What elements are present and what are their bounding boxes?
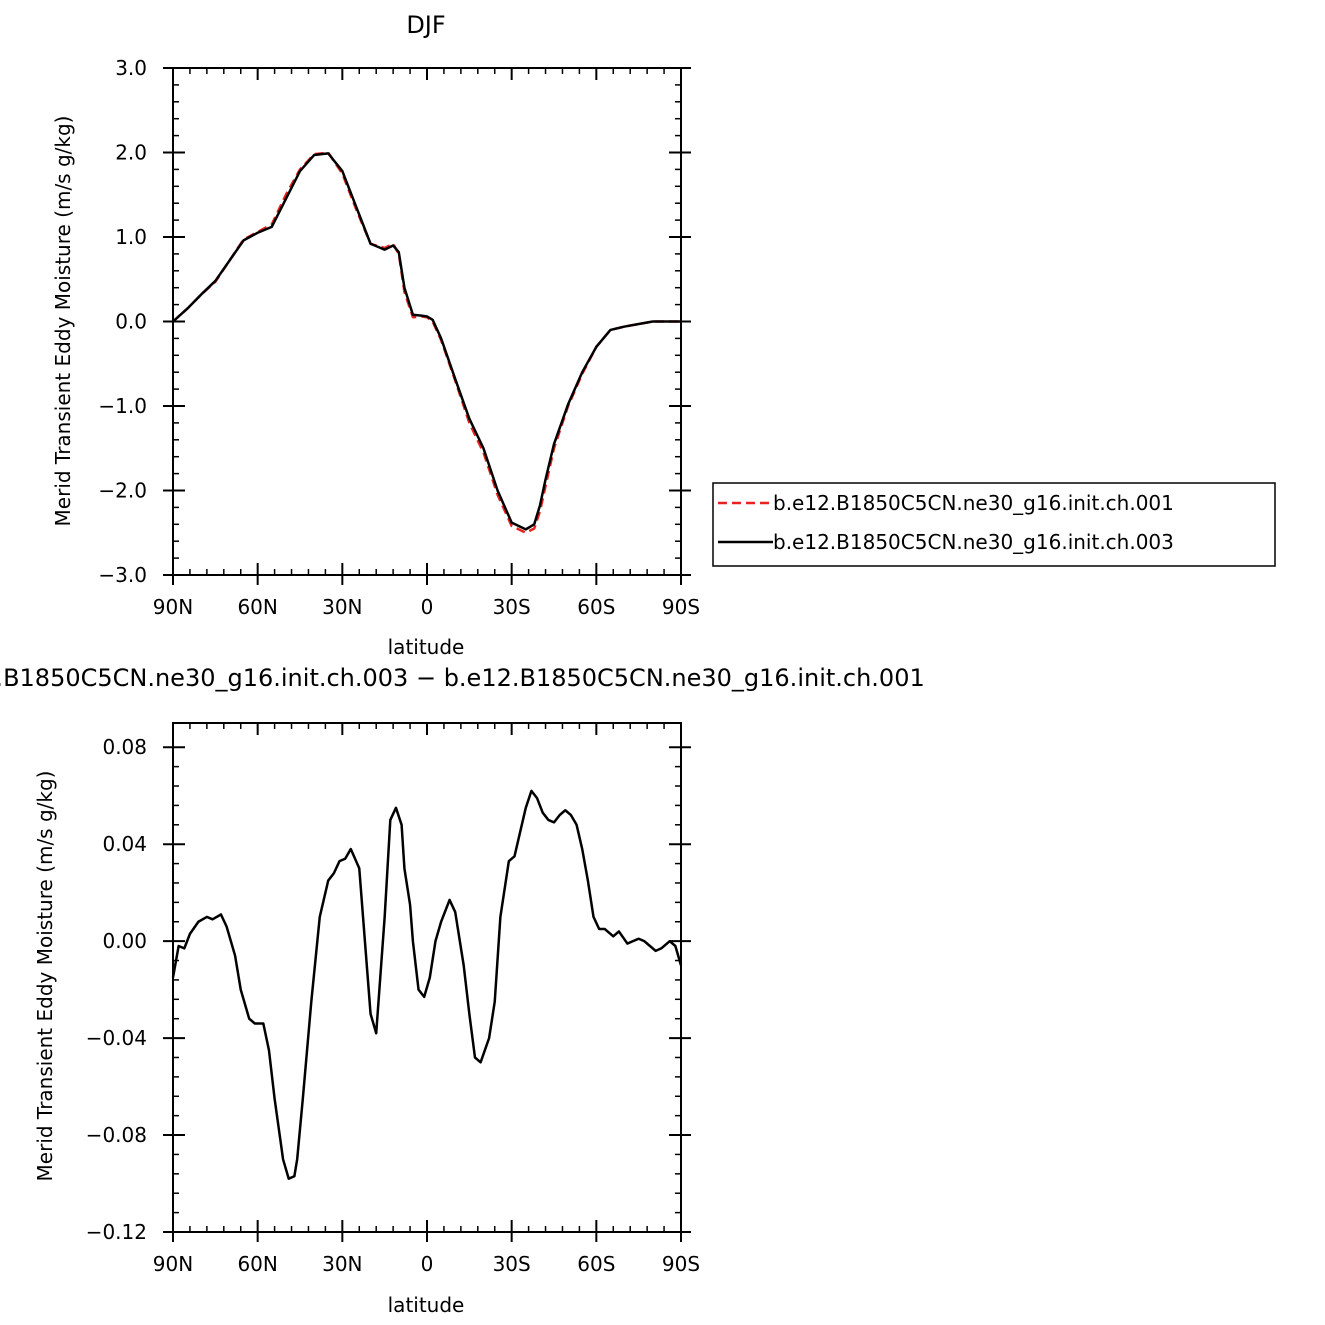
- top-series-line-1: [172, 151, 681, 534]
- top-title: DJF: [406, 11, 445, 39]
- top-ytick-label: 1.0: [115, 225, 147, 249]
- top-xtick-label: 90S: [662, 595, 700, 619]
- bottom-plot-frame: [172, 722, 682, 1233]
- bottom-ylabel: Merid Transient Eddy Moisture (m/s g/kg): [33, 771, 57, 1182]
- top-xtick-label: 30N: [322, 595, 362, 619]
- bottom-ytick-label: 0.08: [102, 735, 147, 759]
- top-ytick-label: 3.0: [115, 56, 147, 80]
- top-xtick-label: 0: [421, 595, 434, 619]
- legend-box: [712, 482, 1276, 567]
- top-series-line-2: [172, 152, 681, 531]
- bottom-ytick-label: 0.00: [102, 929, 147, 953]
- top-ytick-label: 0.0: [115, 310, 147, 334]
- top-plot-area: 90N 60N 30N 0 30S 60S 90S −3.0 −2.0 −1.0 0.0 1.0 2.0…: [98, 56, 700, 619]
- bottom-xlabel: latitude: [388, 1293, 465, 1317]
- top-xtick-label: 60N: [237, 595, 277, 619]
- bottom-ytick-label: −0.12: [86, 1220, 147, 1244]
- bottom-xtick-label: 60N: [237, 1252, 277, 1276]
- top-xtick-label: 90N: [153, 595, 193, 619]
- legend-label-001: b.e12.B1850C5CN.ne30_g16.init.ch.001: [773, 491, 1174, 515]
- bottom-plot-area: 90N 60N 30N 0 30S 60S 90S −0.12 −0.08 −0.04 0.00 0.…: [86, 722, 700, 1276]
- top-ytick-label: 2.0: [115, 141, 147, 165]
- top-ytick-label: −2.0: [98, 479, 147, 503]
- bottom-xtick-label: 60S: [577, 1252, 615, 1276]
- bottom-xtick-label: 30S: [493, 1252, 531, 1276]
- top-xtick-label: 30S: [493, 595, 531, 619]
- top-ytick-label: −1.0: [98, 394, 147, 418]
- legend: b.e12.B1850C5CN.ne30_g16.init.ch.001 b.e…: [712, 482, 1276, 567]
- bottom-xtick-label: 0: [421, 1252, 434, 1276]
- bottom-panel: b.e12.B1850C5CN.ne30_g16.init.ch.003 − b…: [0, 664, 925, 1317]
- bottom-xtick-label: 30N: [322, 1252, 362, 1276]
- bottom-ytick-label: −0.04: [86, 1026, 147, 1050]
- bottom-xtick-label: 90N: [153, 1252, 193, 1276]
- bottom-title: b.e12.B1850C5CN.ne30_g16.init.ch.003 − b…: [0, 664, 925, 692]
- legend-label-003: b.e12.B1850C5CN.ne30_g16.init.ch.003: [773, 530, 1174, 554]
- bottom-xtick-label: 90S: [662, 1252, 700, 1276]
- top-xlabel: latitude: [388, 635, 465, 659]
- top-panel: DJF 90N 60N 30N 0 30S 60S 90S −3.0 −2.0 −1.0 0.0 1.…: [51, 11, 1276, 659]
- bottom-series-line-1: [171, 789, 683, 1180]
- top-xtick-label: 60S: [577, 595, 615, 619]
- bottom-ytick-label: 0.04: [102, 832, 147, 856]
- bottom-ytick-label: −0.08: [86, 1123, 147, 1147]
- top-plot-frame: [172, 67, 682, 576]
- top-ylabel: Merid Transient Eddy Moisture (m/s g/kg): [51, 116, 75, 527]
- top-ytick-label: −3.0: [98, 563, 147, 587]
